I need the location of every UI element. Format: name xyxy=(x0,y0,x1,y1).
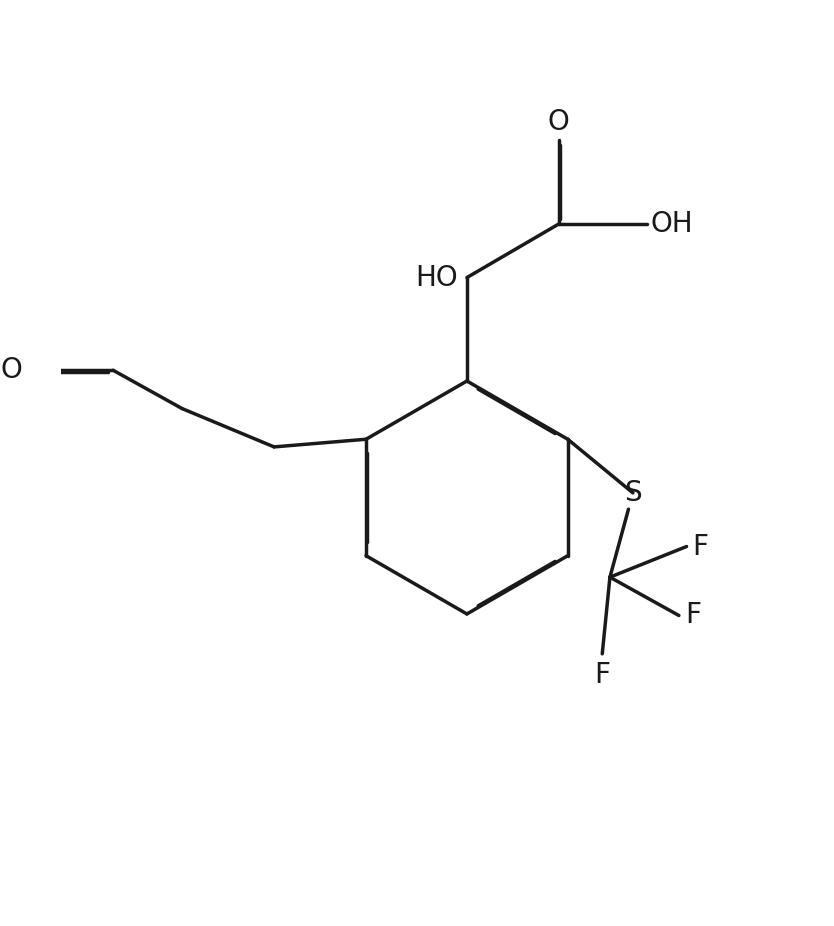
Text: F: F xyxy=(693,532,709,560)
Text: F: F xyxy=(685,602,701,630)
Text: HO: HO xyxy=(415,264,458,292)
Text: O: O xyxy=(548,107,570,136)
Text: OH: OH xyxy=(651,210,693,238)
Text: F: F xyxy=(595,661,610,690)
Text: S: S xyxy=(624,479,641,507)
Text: O: O xyxy=(1,357,23,384)
